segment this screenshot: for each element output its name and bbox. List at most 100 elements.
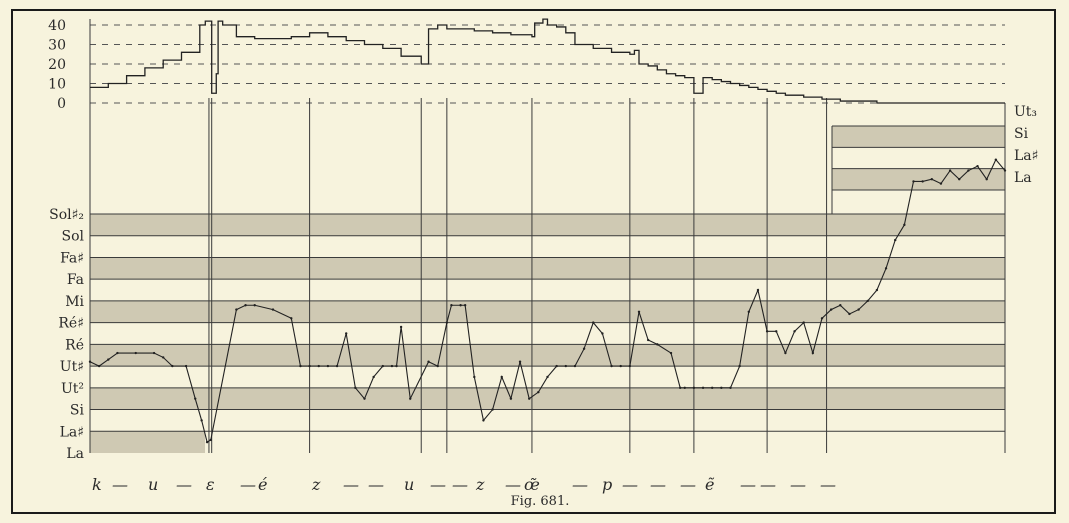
- pitch-label-right: La♯: [1014, 148, 1038, 164]
- pitch-point: [875, 288, 879, 292]
- pitch-point: [994, 158, 998, 161]
- staff-band: [90, 431, 205, 453]
- pitch-point: [97, 364, 101, 368]
- pitch-point: [894, 238, 897, 242]
- pitch-point: [463, 304, 467, 307]
- figure-border: [11, 9, 1056, 514]
- pitch-point: [701, 386, 705, 390]
- pitch-label-left: La: [66, 446, 84, 462]
- phoneme-symbol: ɛ: [206, 475, 215, 494]
- pitch-point: [134, 351, 137, 355]
- pitch-point: [948, 169, 952, 172]
- pitch-point: [692, 386, 696, 390]
- pitch-point: [811, 351, 815, 355]
- staff-band: [90, 214, 1005, 236]
- pitch-point: [793, 330, 796, 333]
- staff-band-right: [832, 126, 1005, 148]
- pitch-series: [88, 158, 1007, 444]
- pitch-point: [802, 321, 805, 324]
- staff-band-right: [832, 168, 1005, 190]
- pitch-point: [683, 386, 686, 390]
- staff-band: [90, 344, 1005, 367]
- pitch-point: [939, 182, 943, 185]
- phoneme-symbol: p: [602, 475, 612, 494]
- pitch-point: [765, 330, 769, 333]
- pitch-point: [592, 321, 595, 324]
- pitch-point: [619, 364, 622, 368]
- pitch-label-right: Si: [1014, 126, 1029, 142]
- pitch-point: [848, 312, 851, 316]
- pitch-point: [582, 347, 586, 350]
- pitch-point: [235, 308, 238, 311]
- pitch-point: [209, 438, 212, 442]
- pitch-point: [903, 223, 906, 227]
- pitch-label-left: Mi: [65, 294, 84, 310]
- phoneme-row: k — u — ɛ — é z — — u — — z — œ̃ — p — — — ẽ — — — —: [92, 475, 836, 494]
- pitch-point: [290, 317, 293, 320]
- pitch-point: [205, 440, 209, 444]
- pitch-label-left: Sol: [62, 229, 85, 245]
- pitch-point: [445, 321, 449, 324]
- phoneme-symbol: ẽ: [705, 475, 715, 494]
- pitch-staff-right-bands: [831, 125, 1005, 214]
- phoneme-symbol: —: [760, 475, 776, 494]
- staff-band: [90, 300, 1005, 323]
- staff-band: [90, 387, 1005, 410]
- pitch-point: [985, 178, 988, 181]
- pitch-point: [784, 351, 787, 355]
- pitch-point: [171, 364, 174, 368]
- pitch-point: [546, 375, 549, 379]
- pitch-point: [738, 364, 741, 368]
- pitch-point: [244, 304, 247, 307]
- phoneme-symbol: —: [820, 475, 836, 494]
- pitch-point: [354, 386, 357, 390]
- phoneme-symbol: —: [112, 475, 128, 494]
- pitch-point: [372, 375, 375, 379]
- pitch-point: [839, 304, 842, 307]
- pitch-point: [930, 178, 933, 181]
- intensity-tick-label: 10: [48, 77, 66, 93]
- phoneme-symbol: —: [452, 475, 468, 494]
- pitch-label-left: Fa: [67, 272, 84, 288]
- pitch-point: [866, 299, 869, 303]
- pitch-point: [116, 351, 119, 355]
- pitch-point: [450, 304, 453, 307]
- intensity-line: [90, 18, 1005, 104]
- pitch-label-left: Fa♯: [60, 250, 84, 266]
- pitch-point: [747, 310, 750, 313]
- pitch-point: [884, 267, 888, 270]
- pitch-point: [473, 375, 476, 379]
- pitch-point: [637, 310, 641, 313]
- phoneme-symbol: —: [650, 475, 666, 494]
- phoneme-symbol: u: [404, 475, 414, 494]
- pitch-label-left: Sol♯₂: [49, 207, 84, 223]
- segment-boundaries: [208, 98, 828, 453]
- pitch-point: [678, 386, 682, 390]
- pitch-point: [381, 364, 384, 368]
- pitch-point: [829, 308, 833, 311]
- pitch-point: [88, 360, 92, 363]
- pitch-point: [564, 364, 567, 368]
- pitch-point: [1003, 169, 1007, 172]
- pitch-label-left: La♯: [60, 424, 84, 440]
- phoneme-symbol: —: [176, 475, 192, 494]
- pitch-label-left: Ut♯: [60, 359, 84, 375]
- pitch-point: [756, 288, 760, 292]
- pitch-point: [459, 304, 462, 307]
- pitch-point: [395, 364, 398, 368]
- pitch-point: [390, 364, 394, 368]
- pitch-axis-left: Sol♯₂ Sol Fa♯ Fa Mi Ré♯ Ré Ut♯ Ut² Si La♯ La: [49, 207, 84, 462]
- pitch-point: [299, 364, 302, 368]
- pitch-point: [912, 180, 915, 183]
- intensity-series: [90, 18, 1005, 104]
- pitch-point: [345, 332, 348, 335]
- pitch-point: [601, 332, 604, 335]
- pitch-point: [409, 397, 412, 400]
- pitch-point: [271, 308, 275, 311]
- pitch-point: [436, 364, 439, 368]
- figure-caption: Fig. 681.: [511, 494, 570, 509]
- pitch-label-left: Ré: [65, 337, 84, 353]
- pitch-point: [482, 419, 485, 422]
- intensity-tick-label: 0: [57, 96, 66, 112]
